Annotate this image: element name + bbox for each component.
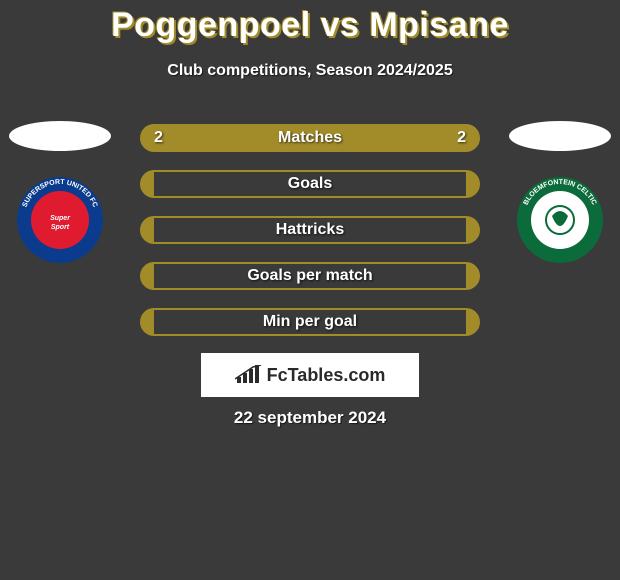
crest-right-svg: BLOEMFONTEIN CELTIC: [510, 176, 610, 264]
stat-bar-goals: Goals: [140, 170, 480, 198]
stat-bar-matches: 2 Matches 2: [140, 124, 480, 152]
player-avatar-left: [9, 121, 111, 151]
stat-label: Hattricks: [142, 221, 478, 239]
brand-text: FcTables.com: [267, 365, 386, 386]
player-avatar-right: [509, 121, 611, 151]
stat-bar-min-per-goal: Min per goal: [140, 308, 480, 336]
footer-date: 22 september 2024: [0, 408, 620, 428]
brand-chart-icon: [235, 365, 263, 385]
club-crest-right: BLOEMFONTEIN CELTIC: [510, 176, 610, 264]
stat-label: Matches: [142, 129, 478, 147]
club-crest-left: SUPERSPORT UNITED FC Super Sport: [10, 176, 110, 264]
page-subtitle: Club competitions, Season 2024/2025: [0, 62, 620, 80]
brand-box: FcTables.com: [201, 353, 419, 397]
stat-label: Goals per match: [142, 267, 478, 285]
crest-left-word-super: Super: [50, 215, 71, 222]
stat-bar-goals-per-match: Goals per match: [140, 262, 480, 290]
stat-label: Goals: [142, 175, 478, 193]
stat-value-right: 2: [457, 129, 466, 147]
crest-left-word-sport: Sport: [51, 224, 70, 231]
stat-bar-hattricks: Hattricks: [140, 216, 480, 244]
comparison-infographic: Poggenpoel vs Mpisane Club competitions,…: [0, 0, 620, 580]
stat-label: Min per goal: [142, 313, 478, 331]
crest-left-svg: SUPERSPORT UNITED FC Super Sport: [10, 176, 110, 264]
page-title: Poggenpoel vs Mpisane: [0, 6, 620, 45]
